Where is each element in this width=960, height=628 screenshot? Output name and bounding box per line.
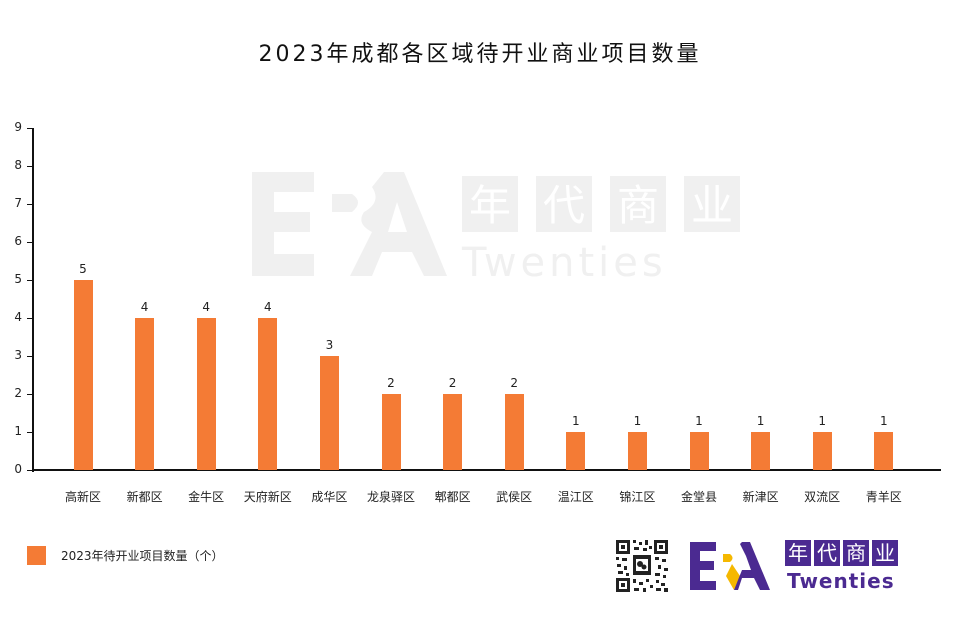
y-tick-mark <box>27 394 33 395</box>
bar <box>689 432 709 470</box>
chart-title: 2023年成都各区域待开业商业项目数量 <box>258 42 702 67</box>
bar <box>812 432 832 470</box>
bar <box>751 432 771 470</box>
y-tick-mark <box>27 242 33 243</box>
bar-value-label: 4 <box>140 300 149 314</box>
bar-value-label: 4 <box>263 300 272 314</box>
bar-value-label: 1 <box>818 414 826 428</box>
brand-char: 年 <box>785 540 811 566</box>
svg-text:业: 业 <box>691 181 733 230</box>
y-tick-mark <box>27 166 33 167</box>
bar-value-label: 1 <box>695 414 703 428</box>
brand-en-text: Twenties <box>787 569 895 593</box>
svg-text:年: 年 <box>469 181 511 230</box>
bar-value-label: 1 <box>879 414 888 428</box>
brand-char: 商 <box>843 540 869 566</box>
y-tick-label: 8 <box>14 158 22 172</box>
y-tick-label: 4 <box>14 310 22 324</box>
bar <box>443 394 463 470</box>
x-tick-label: 天府新区 <box>243 490 292 504</box>
bar-value-label: 1 <box>633 414 642 428</box>
y-tick-mark <box>27 356 33 357</box>
era-logo-icon <box>690 542 770 590</box>
bar <box>258 318 278 470</box>
y-tick-mark <box>27 280 33 281</box>
x-tick-label: 新津区 <box>742 490 779 504</box>
x-tick-label: 高新区 <box>64 490 101 504</box>
y-tick-mark <box>27 318 33 319</box>
x-tick-label: 金堂县 <box>680 490 717 504</box>
qr-code-icon <box>614 538 670 594</box>
bar-value-label: 5 <box>79 262 87 276</box>
brand-char: 业 <box>872 540 898 566</box>
y-tick-mark <box>27 204 33 205</box>
watermark-logo: 年 代 商 业 Twenties <box>252 172 740 282</box>
bar <box>135 318 155 470</box>
y-tick-label: 6 <box>14 234 22 248</box>
bar <box>319 356 339 470</box>
bar <box>627 432 647 470</box>
legend: 2023年待开业项目数量（个） <box>27 546 224 565</box>
bar <box>381 394 401 470</box>
bar <box>874 432 894 470</box>
bar-value-label: 1 <box>756 414 765 428</box>
x-tick-label: 金牛区 <box>188 490 225 504</box>
y-tick-label: 1 <box>14 424 22 438</box>
bar-value-label: 1 <box>571 414 580 428</box>
y-tick-label: 9 <box>14 120 22 134</box>
x-tick-label: 新都区 <box>126 490 163 504</box>
bar-value-label: 2 <box>510 376 518 390</box>
bar <box>504 394 524 470</box>
legend-swatch <box>27 546 46 565</box>
y-tick-label: 3 <box>14 348 22 362</box>
x-tick-label: 郫都区 <box>434 490 471 504</box>
x-tick-label: 双流区 <box>804 490 841 504</box>
bar-value-label: 3 <box>325 338 334 352</box>
x-tick-label: 武侯区 <box>496 490 533 504</box>
y-tick-label: 7 <box>14 196 22 210</box>
y-tick-mark <box>27 432 33 433</box>
x-tick-label: 龙泉驿区 <box>366 490 415 504</box>
svg-text:代: 代 <box>543 181 585 230</box>
y-tick-mark <box>27 470 33 471</box>
y-axis <box>32 128 34 472</box>
bar-value-label: 2 <box>387 376 395 390</box>
brand-char: 代 <box>814 540 840 566</box>
bar <box>73 280 93 470</box>
x-tick-label: 温江区 <box>557 490 594 504</box>
y-tick-label: 2 <box>14 386 22 400</box>
y-tick-label: 0 <box>14 462 22 476</box>
x-tick-label: 成华区 <box>311 490 348 504</box>
bar <box>196 318 216 470</box>
bar-value-label: 2 <box>448 376 457 390</box>
brand-footer: 年 代 商 业 Twenties <box>614 536 924 596</box>
legend-label: 2023年待开业项目数量（个） <box>61 549 224 563</box>
y-tick-mark <box>27 128 33 129</box>
x-tick-label: 青羊区 <box>865 490 902 504</box>
x-axis <box>32 469 941 471</box>
bar <box>566 432 586 470</box>
y-tick-label: 5 <box>14 272 22 286</box>
bar-value-label: 4 <box>202 300 210 314</box>
brand-cn-chars: 年 代 商 业 <box>785 540 898 566</box>
svg-text:商: 商 <box>617 181 659 230</box>
svg-text:Twenties: Twenties <box>461 240 667 282</box>
x-tick-label: 锦江区 <box>619 490 656 504</box>
